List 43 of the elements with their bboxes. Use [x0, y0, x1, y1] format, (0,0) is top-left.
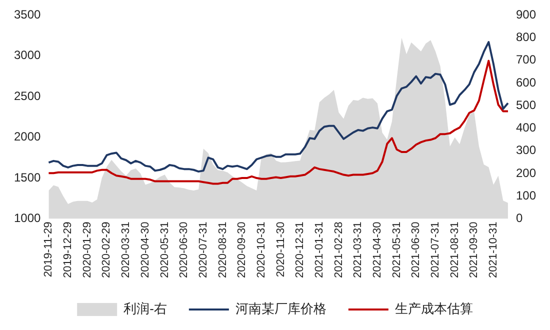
y2-tick-label: 500: [516, 98, 536, 112]
y2-tick-label: 700: [516, 52, 536, 67]
x-tick-label: 2021-07-31: [429, 222, 442, 278]
y2-tick-label: 800: [516, 30, 536, 44]
y-tick-label: 3000: [14, 48, 42, 62]
x-tick-label: 2020-08-31: [216, 222, 229, 278]
x-tick-label: 2020-02-29: [100, 222, 113, 278]
y2-tick-label: 200: [516, 166, 536, 180]
x-tick-label: 2021-06-30: [410, 222, 422, 278]
x-tick-label: 2019-12-29: [62, 222, 74, 278]
y2-tick-label: 600: [516, 75, 536, 90]
y-tick-label: 2000: [14, 130, 42, 144]
x-tick-label: 2020-07-31: [197, 222, 210, 278]
x-tick-label: 2020-09-30: [236, 222, 248, 278]
x-tick-label: 2019-11-29: [42, 222, 55, 278]
x-tick-label: 2021-10-31: [488, 222, 500, 278]
legend-label: 河南某厂库价格: [235, 301, 326, 316]
y-tick-label: 1000: [14, 211, 42, 226]
x-tick-label: 2021-09-30: [468, 222, 480, 278]
x-tick-label: 2020-11-30: [274, 222, 287, 278]
x-tick-label: 2020-04-30: [139, 222, 152, 278]
x-tick-label: 2021-02-28: [332, 222, 345, 278]
x-tick-label: 2021-05-31: [390, 222, 403, 278]
x-tick-label: 2020-12-31: [294, 222, 306, 278]
y-tick-label: 3500: [14, 8, 42, 22]
y2-tick-label: 400: [516, 120, 536, 135]
legend-label: 利润-右: [124, 301, 167, 316]
x-tick-label: 2020-01-29: [81, 222, 94, 278]
y2-tick-label: 100: [516, 188, 536, 202]
y-tick-label: 1500: [14, 170, 42, 184]
y2-tick-label: 0: [516, 211, 523, 226]
legend-label: 生产成本估算: [394, 301, 473, 316]
y-tick-label: 2500: [14, 88, 42, 103]
x-tick-label: 2021-03-31: [352, 222, 364, 278]
x-tick-label: 2020-06-30: [178, 222, 190, 278]
x-tick-label: 2021-04-30: [371, 222, 384, 278]
y2-tick-label: 300: [516, 143, 536, 158]
x-tick-label: 2021-08-31: [448, 222, 461, 278]
x-tick-label: 2021-01-31: [313, 222, 326, 278]
y2-tick-label: 900: [516, 8, 536, 22]
x-tick-label: 2020-05-31: [158, 222, 171, 278]
x-tick-label: 2020-10-31: [255, 222, 268, 278]
x-tick-label: 2020-03-31: [120, 222, 132, 278]
